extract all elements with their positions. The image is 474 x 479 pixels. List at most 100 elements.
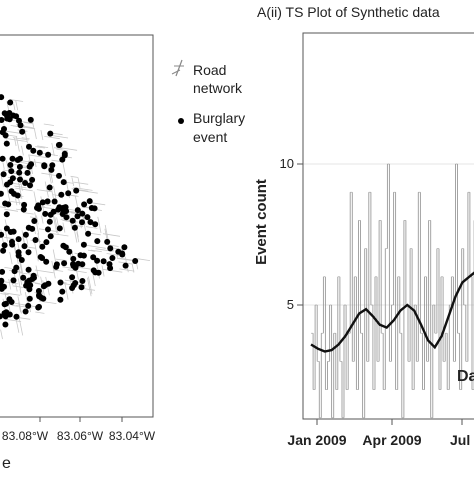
burglary-event-dot xyxy=(2,321,9,328)
map-x-tick-label: 83.08°W xyxy=(2,429,49,443)
road-segment xyxy=(64,282,69,300)
ts-x-tick-label: Jan 2009 xyxy=(287,432,346,448)
burglary-event-dot xyxy=(35,288,42,294)
road-segment xyxy=(73,181,89,185)
burglary-event-dot xyxy=(26,277,33,284)
burglary-event-dot xyxy=(0,278,4,285)
burglary-event-dot xyxy=(39,243,46,250)
road-segment xyxy=(77,178,81,188)
burglary-event-dot xyxy=(58,191,65,198)
burglary-event-dot xyxy=(1,126,7,132)
burglary-event-dot xyxy=(9,155,16,162)
road-segment xyxy=(17,266,23,285)
road-segment xyxy=(17,296,22,314)
burglary-event-dot xyxy=(18,257,25,263)
burglary-event-dot xyxy=(49,162,56,169)
road-segment xyxy=(15,136,20,152)
ts-x-axis-label-partial: Da xyxy=(457,368,474,385)
road-segment xyxy=(35,146,45,149)
burglary-event-dot xyxy=(53,263,60,270)
ts-title: A(ii) TS Plot of Synthetic data xyxy=(257,4,440,20)
burglary-event-dot xyxy=(42,210,49,217)
road-segment xyxy=(53,147,63,150)
burglary-event-dot xyxy=(109,255,116,261)
ts-x-tick-label: Apr 2009 xyxy=(362,432,421,448)
burglary-event-dot xyxy=(47,130,54,137)
burglary-event-dot xyxy=(24,169,31,176)
road-segment xyxy=(51,260,56,279)
map-frame xyxy=(0,34,154,418)
burglary-event-dot xyxy=(0,268,6,275)
burglary-event-dot xyxy=(107,265,114,272)
road-segment xyxy=(137,258,151,261)
road-segment xyxy=(32,121,35,129)
road-segment xyxy=(104,224,109,242)
burglary-event-dot xyxy=(121,244,128,251)
road-segment xyxy=(116,257,134,262)
road-segment xyxy=(62,266,72,269)
road-segment xyxy=(47,163,52,184)
road-segment xyxy=(18,315,24,336)
road-segment xyxy=(4,219,7,227)
road-segment xyxy=(21,145,24,156)
road-segment xyxy=(0,206,7,209)
burglary-event-dot xyxy=(10,277,17,284)
road-segment xyxy=(4,267,12,269)
burglary-event-dot xyxy=(3,211,10,218)
burglary-event-dot xyxy=(20,206,27,213)
burglary-event-dot xyxy=(17,122,24,129)
burglary-event-dot xyxy=(31,218,38,224)
road-segment xyxy=(119,268,135,272)
burglary-event-dot xyxy=(71,224,78,231)
burglary-event-dot xyxy=(1,110,8,117)
road-segment xyxy=(44,181,49,198)
road-segment xyxy=(6,188,11,204)
burglary-event-dot xyxy=(94,257,101,264)
road-segment xyxy=(97,216,102,234)
ts-smoothed-trend xyxy=(310,271,474,353)
burglary-event-dot xyxy=(8,168,15,175)
burglary-event-dot xyxy=(14,192,21,199)
road-segment xyxy=(85,226,98,229)
map-panel: 83.08°W 83.06°W 83.04°W e xyxy=(0,34,156,472)
burglary-event-dot xyxy=(79,210,86,217)
ts-daily-counts xyxy=(311,163,474,419)
burglary-event-dot xyxy=(16,163,23,170)
burglary-event-dot xyxy=(25,249,32,256)
road-segment xyxy=(2,162,5,170)
burglary-event-dot xyxy=(90,254,97,261)
road-segment xyxy=(44,136,60,140)
road-segment xyxy=(28,246,37,249)
road-segment xyxy=(70,194,79,197)
burglary-event-dot xyxy=(3,300,9,307)
burglary-event-dot xyxy=(59,288,66,295)
road-segment xyxy=(19,262,24,277)
road-segment xyxy=(13,103,16,111)
map-x-axis-label: e xyxy=(2,455,11,472)
road-segment xyxy=(52,215,58,233)
road-segment xyxy=(20,180,23,191)
burglary-event-dot xyxy=(36,292,42,299)
road-segment xyxy=(14,138,17,147)
burglary-event-dot xyxy=(85,230,92,237)
burglary-event-dot xyxy=(25,266,32,273)
burglary-event-dot xyxy=(115,248,122,255)
road-segment xyxy=(0,174,4,188)
burglary-event-dot xyxy=(26,282,33,289)
burglary-event-dot xyxy=(122,262,129,269)
road-segment xyxy=(35,220,40,235)
burglary-event-dot xyxy=(21,243,28,250)
burglary-event-dot xyxy=(35,202,42,209)
burglary-event-dot xyxy=(29,176,36,183)
burglary-event-dot xyxy=(9,241,16,248)
road-segment xyxy=(0,329,3,340)
burglary-event-dot xyxy=(74,207,81,214)
burglary-event-dot xyxy=(55,206,62,213)
map-x-tick-label: 83.04°W xyxy=(109,429,156,443)
burglary-event-dot xyxy=(0,231,5,238)
burglary-event-dot xyxy=(70,262,77,269)
road-segment xyxy=(41,172,50,175)
ts-y-tick-label: 10 xyxy=(280,156,294,171)
burglary-event-dot xyxy=(13,264,20,271)
